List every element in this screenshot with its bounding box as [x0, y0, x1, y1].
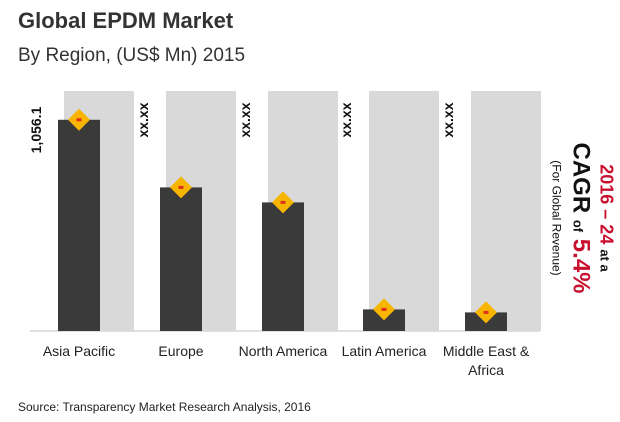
bar-marker-center: [280, 200, 286, 204]
background-column: [471, 91, 541, 331]
bar: [262, 202, 304, 331]
category-label: Middle East &: [443, 343, 530, 359]
bar: [160, 187, 202, 331]
cagr-label: CAGR: [567, 142, 595, 214]
category-label: Asia Pacific: [43, 343, 115, 359]
category-label: Africa: [468, 362, 504, 378]
cagr-at-a: at a: [597, 249, 613, 272]
category-label: Latin America: [342, 343, 427, 359]
cagr-period: 2016 – 24: [596, 164, 617, 245]
bar: [58, 119, 100, 331]
cagr-note: (For Global Revenue): [549, 160, 564, 276]
data-label: xx.xx: [338, 102, 354, 137]
cagr-of: of: [570, 219, 586, 233]
data-label: xx.xx: [237, 102, 253, 137]
bar-marker-center: [178, 185, 184, 189]
category-label: North America: [239, 343, 328, 359]
cagr-value: 5.4%: [567, 238, 595, 294]
bar-marker-center: [483, 310, 489, 314]
chart-subtitle: By Region, (US$ Mn) 2015: [18, 45, 246, 66]
data-label: xx.xx: [135, 102, 151, 137]
bar-marker-center: [76, 118, 82, 122]
category-label: Europe: [158, 343, 203, 359]
chart-title: Global EPDM Market: [18, 8, 234, 33]
bar-marker-center: [381, 307, 387, 311]
data-label: xx.xx: [440, 102, 456, 137]
data-label: 1,056.1: [28, 106, 44, 153]
source-note: Source: Transparency Market Research Ana…: [18, 400, 311, 414]
background-column: [369, 91, 439, 331]
